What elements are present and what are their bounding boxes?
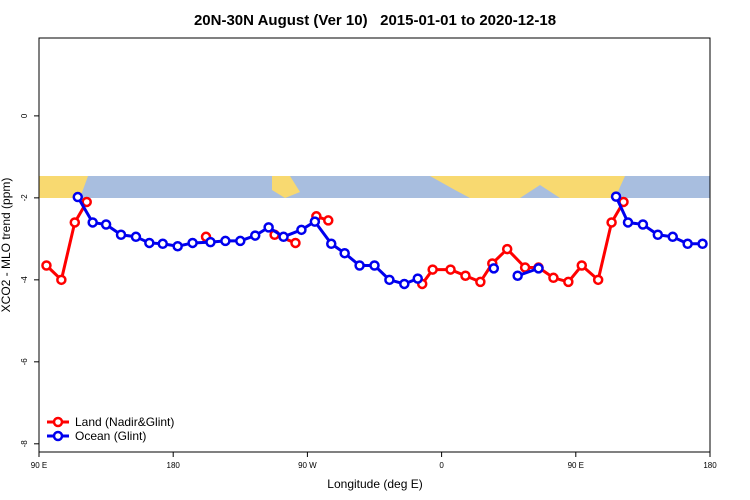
data-point [427, 264, 438, 275]
data-point [606, 217, 617, 228]
data-point [235, 235, 246, 247]
data-point [56, 274, 67, 286]
y-tick-label: -8 [20, 440, 29, 448]
data-point [220, 235, 231, 247]
data-point [533, 263, 544, 274]
data-point [130, 231, 142, 243]
data-point [622, 217, 634, 228]
y-tick-label: -2 [20, 194, 29, 202]
data-point [339, 247, 350, 259]
x-tick-label: 90 E [31, 461, 47, 470]
data-point [326, 238, 337, 250]
data-point [263, 222, 274, 233]
legend-label: Ocean (Glint) [75, 429, 146, 443]
x-axis-label: Longitude (deg E) [327, 477, 422, 491]
data-point [296, 224, 307, 236]
data-point [384, 274, 395, 286]
x-tick-label: 90 W [298, 461, 317, 470]
data-point [354, 260, 365, 271]
data-point [512, 270, 523, 281]
data-point [115, 229, 127, 241]
x-tick-label: 180 [703, 461, 717, 470]
x-tick-label: 180 [167, 461, 181, 470]
data-point [249, 230, 261, 241]
data-point [519, 262, 531, 273]
data-point [399, 278, 410, 290]
data-point [144, 237, 155, 249]
data-point [87, 217, 98, 228]
data-point [548, 272, 559, 284]
data-point [172, 240, 183, 252]
legend-label: Land (Nadir&Glint) [75, 415, 174, 429]
data-point [309, 216, 321, 227]
y-axis-label: XCO2 - MLO trend (ppm) [0, 178, 13, 313]
chart-title: 20N-30N August (Ver 10) 2015-01-01 to 20… [194, 12, 556, 29]
legend-marker [52, 416, 64, 428]
data-point [460, 270, 471, 281]
data-point [667, 231, 678, 243]
data-point [475, 276, 486, 288]
data-point [576, 260, 588, 271]
data-point [412, 273, 423, 284]
data-point [610, 191, 622, 202]
data-point [41, 260, 52, 271]
data-point [100, 219, 112, 230]
data-point [501, 243, 513, 255]
data-point [369, 260, 380, 271]
data-point [72, 191, 84, 203]
legend-marker [52, 430, 64, 442]
data-point [592, 274, 604, 286]
data-point [637, 219, 649, 230]
data-point [563, 276, 574, 288]
y-tick-label: 0 [20, 113, 29, 118]
y-tick-label: -6 [20, 358, 29, 366]
data-point [323, 215, 334, 226]
data-point [187, 237, 198, 249]
x-tick-label: 90 E [568, 461, 584, 470]
data-point [682, 238, 693, 250]
data-point [157, 238, 169, 250]
data-point [290, 237, 301, 249]
series-line [45, 201, 89, 283]
plot-frame [38, 37, 711, 453]
data-point [205, 236, 216, 248]
data-point [488, 263, 500, 274]
data-point [278, 231, 289, 243]
data-point [697, 238, 708, 250]
data-point [652, 229, 664, 241]
series-line [76, 196, 419, 286]
data-point [445, 264, 456, 275]
y-tick-label: -4 [20, 276, 29, 284]
x-tick-label: 0 [439, 461, 444, 470]
data-point [69, 217, 81, 228]
map-band [39, 176, 710, 198]
data-point [81, 196, 92, 208]
